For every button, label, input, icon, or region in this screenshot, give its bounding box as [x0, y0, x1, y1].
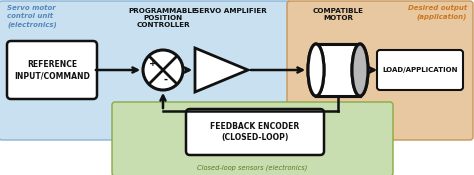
FancyBboxPatch shape [0, 1, 291, 140]
Text: COMPATIBLE
MOTOR: COMPATIBLE MOTOR [312, 8, 364, 21]
FancyBboxPatch shape [112, 102, 393, 175]
Ellipse shape [308, 44, 324, 96]
Text: FEEDBACK ENCODER
(CLOSED-LOOP): FEEDBACK ENCODER (CLOSED-LOOP) [210, 122, 300, 142]
Circle shape [143, 50, 183, 90]
Text: +: + [149, 58, 157, 68]
Text: PROGRAMMABLE
POSITION
CONTROLLER: PROGRAMMABLE POSITION CONTROLLER [128, 8, 197, 28]
Polygon shape [316, 44, 360, 96]
Ellipse shape [352, 44, 368, 96]
Polygon shape [316, 44, 360, 96]
Text: -: - [164, 75, 168, 85]
Text: Desired output
(application): Desired output (application) [408, 5, 467, 20]
FancyBboxPatch shape [7, 41, 97, 99]
FancyBboxPatch shape [377, 50, 463, 90]
Text: Servo motor
control unit
(electronics): Servo motor control unit (electronics) [7, 5, 57, 28]
FancyBboxPatch shape [186, 109, 324, 155]
Text: LOAD/APPLICATION: LOAD/APPLICATION [382, 67, 458, 73]
FancyBboxPatch shape [287, 1, 473, 140]
Ellipse shape [352, 44, 368, 96]
Polygon shape [195, 48, 248, 92]
Text: SERVO AMPLIFIER: SERVO AMPLIFIER [193, 8, 266, 14]
Text: Closed-loop sensors (electronics): Closed-loop sensors (electronics) [197, 164, 307, 171]
Text: REFERENCE
INPUT/COMMAND: REFERENCE INPUT/COMMAND [14, 60, 90, 80]
Ellipse shape [308, 44, 324, 96]
